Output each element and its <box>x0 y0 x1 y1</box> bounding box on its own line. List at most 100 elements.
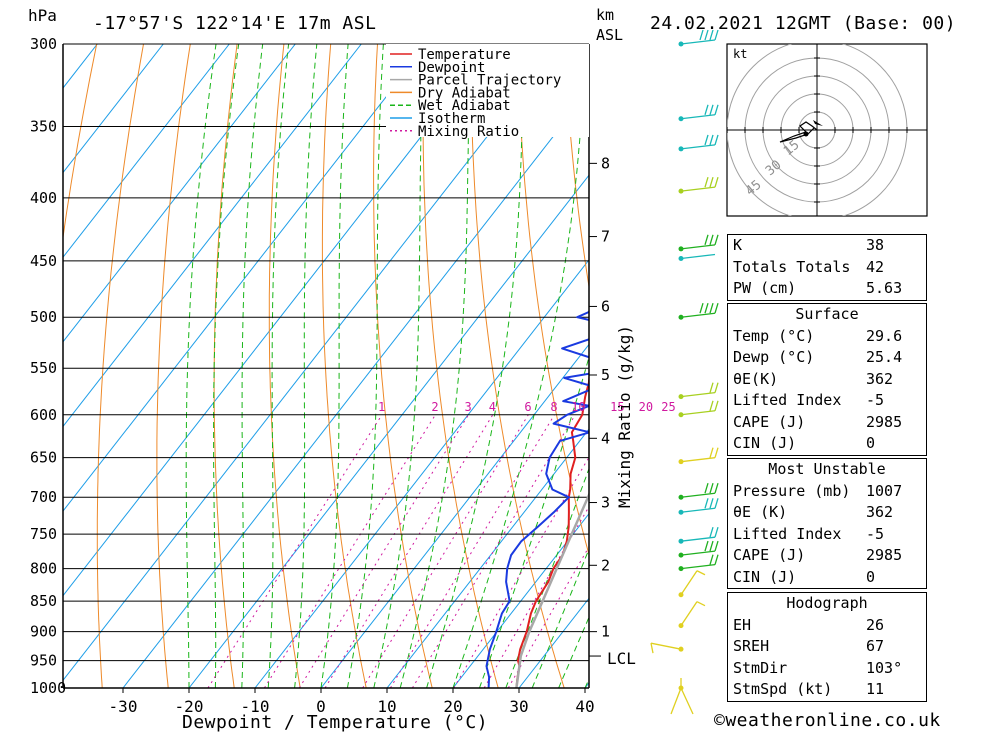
row-value: 67 <box>866 637 885 655</box>
x-axis-title: Dewpoint / Temperature (°C) <box>182 712 488 733</box>
wind-barb-feather <box>704 29 709 41</box>
km-unit-label: km <box>596 6 614 24</box>
km-tick-label: 7 <box>601 228 610 246</box>
row-value: 2985 <box>866 412 903 431</box>
mixing-ratio-label: 3 <box>464 400 471 414</box>
row-value: -5 <box>866 391 885 409</box>
datetime-title: 24.02.2021 12GMT (Base: 00) <box>650 13 956 34</box>
table-row: SREH 67 <box>728 636 926 658</box>
asl-unit-label: ASL <box>596 26 623 44</box>
dry-adiabat-line <box>939 44 1000 688</box>
x-tick-label: 10 <box>377 697 396 716</box>
wind-barb-feather <box>714 176 719 188</box>
wind-barb-feather <box>699 303 704 314</box>
wind-barb-feather <box>680 687 694 715</box>
isotherm-line <box>63 44 494 597</box>
isotherm-line <box>63 44 296 343</box>
table-row: θE(K) 362 <box>728 369 926 391</box>
row-label: Lifted Index <box>733 391 842 409</box>
wind-barb-feather <box>704 176 709 188</box>
wind-barb-feather <box>714 134 719 146</box>
table-row: Lifted Index -5 <box>728 524 926 546</box>
row-label: Temp (°C) <box>733 326 815 345</box>
legend-entry: Mixing Ratio <box>418 124 519 140</box>
wind-barb-feather <box>709 540 714 552</box>
wind-barb-feather <box>709 134 714 146</box>
x-tick-label: -10 <box>241 697 270 716</box>
dry-adiabat-line <box>268 44 301 688</box>
row-value: 2985 <box>866 546 903 564</box>
km-tick-label: 8 <box>601 154 610 172</box>
hodograph-unit-label: kt <box>733 47 747 61</box>
table-row: CAPE (J) 2985 <box>728 545 926 567</box>
isotherm-line <box>0 44 31 688</box>
table-row: Lifted Index -5 <box>728 390 926 412</box>
wind-barb-feather <box>696 570 706 576</box>
table-row: Dewp (°C) 25.4 <box>728 347 926 369</box>
wind-barb-feather <box>714 382 719 393</box>
pressure-tick-label: 900 <box>30 623 57 641</box>
legend-box <box>386 44 589 137</box>
wind-barb-feather <box>714 554 719 565</box>
dry-adiabat-line <box>321 44 367 688</box>
table-row: PW (cm) 5.63 <box>728 278 926 300</box>
wind-barb-feather <box>709 447 714 458</box>
isotherm-line <box>63 44 560 682</box>
wind-barb-feather <box>709 498 714 509</box>
row-value: 0 <box>866 434 876 452</box>
row-value: 362 <box>866 503 894 521</box>
wind-barb-feather <box>714 540 719 552</box>
mixing-ratio-label: 1 <box>378 400 385 414</box>
indices-rows: K 38 Totals Totals 42 PW (cm) 5.63 <box>728 235 926 300</box>
km-tick-label: 4 <box>601 429 610 447</box>
most-unstable-table: Most Unstable Pressure (mb) 1007 θE (K) 362… <box>727 458 927 589</box>
wind-barbs <box>650 29 719 715</box>
legend-entry: Temperature <box>418 47 511 63</box>
table-row: StmDir 103° <box>728 658 926 680</box>
mixing-ratio-line <box>507 545 589 688</box>
dry-adiabat-line <box>517 44 589 557</box>
wind-barb-staff <box>680 244 716 250</box>
wind-barb-staff <box>680 144 716 150</box>
wind-barb-staff <box>680 536 716 542</box>
wind-barb-feather <box>709 400 714 411</box>
row-label: K <box>733 236 743 254</box>
dry-adiabat-line <box>986 44 1000 688</box>
km-tick-label: 5 <box>601 366 610 384</box>
wind-barb-staff <box>680 563 716 570</box>
row-label: Dewp (°C) <box>733 348 815 366</box>
dry-adiabat-line <box>96 44 144 688</box>
km-tick-label: 6 <box>601 297 610 315</box>
mixing-ratio-line <box>207 414 383 688</box>
table-row: Pressure (mb) 1007 <box>728 481 926 503</box>
x-tick-label: 40 <box>575 697 594 716</box>
pressure-tick-label: 600 <box>30 406 57 424</box>
pressure-tick-label: 300 <box>30 35 57 53</box>
x-tick-label: 0 <box>316 697 326 716</box>
pressure-tick-label: 400 <box>30 189 57 207</box>
row-value: 25.4 <box>866 348 903 366</box>
x-tick-label: -20 <box>175 697 204 716</box>
row-value: 29.6 <box>866 326 903 345</box>
wind-barb-feather <box>704 303 709 314</box>
wind-barb-feather <box>714 498 719 509</box>
dry-adiabat-line <box>213 44 238 688</box>
legend-entry: Parcel Trajectory <box>418 73 561 89</box>
surface-table: Surface Temp (°C) 29.6 Dewp (°C) 25.4 θE(K) 3… <box>727 303 927 456</box>
mixing-ratio-line <box>389 414 555 688</box>
mixing-ratio-label: 6 <box>524 400 531 414</box>
sounding-series <box>485 310 589 688</box>
dry-adiabat-line <box>564 44 589 290</box>
mixing-ratio-label: 2 <box>431 400 438 414</box>
wind-barb-staff <box>680 39 716 45</box>
table-row: CIN (J) 0 <box>728 567 926 589</box>
wind-barb-staff <box>680 391 716 398</box>
dry-adiabat-line <box>156 44 191 688</box>
wind-barb-feather <box>709 382 714 393</box>
km-tick-label: 1 <box>601 623 610 641</box>
wet-adiabat-line <box>399 44 471 688</box>
wind-barb-feather <box>699 29 704 41</box>
wet-adiabat-line <box>346 44 384 688</box>
row-label: CAPE (J) <box>733 546 806 564</box>
